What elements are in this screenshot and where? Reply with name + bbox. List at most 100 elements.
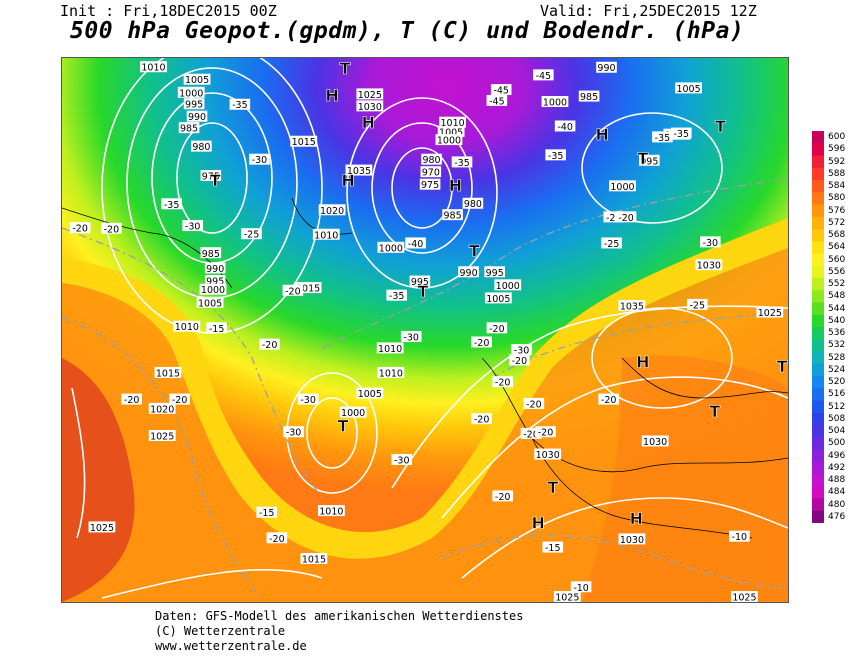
pressure-label-bg	[439, 116, 466, 128]
pressure-label: 1020	[320, 206, 344, 217]
temp-label: -20	[104, 224, 120, 235]
pressure-label: 1025	[732, 593, 756, 602]
pressure-label-bg	[553, 591, 581, 602]
low-pressure-center: T	[417, 282, 428, 301]
pressure-label-bg	[494, 279, 522, 291]
pressure-label: 980	[192, 142, 210, 153]
high-pressure-center: H	[449, 176, 462, 195]
temp-label: -20	[618, 213, 634, 224]
weather-map: 1010 1005 1000 995 990 985 980 975 985 990 995 1000…	[61, 57, 789, 603]
temp-label: -15	[209, 324, 225, 335]
pressure-label: 975	[421, 180, 439, 191]
low-pressure-center: T	[715, 117, 726, 136]
temp-label-bg	[601, 237, 622, 249]
pressure-label: 1015	[156, 368, 180, 379]
high-pressure-center: H	[325, 86, 338, 105]
colorbar-tick-label: 504	[828, 426, 846, 437]
temp-label: -35	[655, 133, 671, 144]
colorbar-tick-label: 508	[828, 413, 846, 424]
pressure-label-bg	[609, 180, 636, 192]
pressure-label: 1015	[302, 554, 326, 565]
pressure-label: 995	[486, 268, 504, 279]
pressure-label-bg	[756, 306, 784, 318]
pressure-label: 1030	[358, 102, 382, 113]
pressure-label-bg	[377, 241, 405, 253]
colorbar-segment	[812, 400, 824, 414]
temp-label: -40	[408, 239, 424, 250]
temp-label: -30	[252, 155, 268, 166]
pressure-label: 1010	[175, 322, 199, 333]
pressure-label: 1025	[358, 90, 382, 101]
temp-label: -30	[394, 455, 410, 466]
colorbar-segment	[812, 229, 824, 242]
colorbar-tick-label: 544	[828, 303, 846, 314]
pressure-label-bg	[148, 430, 176, 442]
pressure-label-bg	[409, 275, 431, 287]
colorbar-segment	[812, 510, 824, 523]
pressure-label-bg	[618, 533, 646, 545]
temp-label: -35	[232, 100, 248, 111]
pressure-label: 1000	[610, 182, 634, 193]
pressure-label-bg	[154, 366, 182, 378]
high-pressure-center: H	[630, 509, 643, 528]
temp-label: -35	[389, 291, 405, 302]
temp-label-bg	[542, 541, 564, 553]
pressure-label: 990	[597, 63, 615, 74]
pressure-label: 970	[422, 168, 440, 179]
temp-label-bg	[492, 376, 513, 388]
pressure-label: 1005	[185, 75, 209, 86]
pressure-label-bg	[641, 435, 669, 447]
colorbar-tick-label: 512	[828, 401, 846, 412]
pressure-label-bg	[534, 448, 562, 460]
pressure-label-bg	[541, 96, 569, 108]
pressure-label: 1010	[319, 507, 343, 518]
pressure-label: 1035	[620, 302, 644, 313]
temp-label: -30	[300, 395, 316, 406]
temp-label-bg	[161, 198, 182, 210]
temp-label: -10	[732, 532, 748, 543]
pressure-label-bg	[140, 61, 167, 73]
colorbar-segment	[812, 339, 824, 352]
colorbar-tick-label: 488	[828, 475, 846, 486]
pressure-label-bg	[442, 209, 463, 221]
temp-label: -20	[474, 338, 490, 349]
low-pressure-center: T	[547, 478, 558, 497]
colorbar-segment	[812, 486, 824, 499]
pressure-label: 1020	[150, 404, 174, 415]
temp-label-bg	[520, 427, 542, 439]
temp-label: -20	[601, 395, 617, 406]
pressure-label-bg	[484, 292, 512, 304]
temp-label-bg	[283, 426, 304, 438]
pressure-label: 980	[422, 155, 440, 166]
temp-label-bg	[670, 127, 692, 139]
colorbar-tick-label: 584	[828, 181, 846, 192]
temp-label-bg	[266, 532, 288, 544]
colorbar-tick-label: 596	[828, 144, 846, 155]
pressure-label-bg	[675, 82, 702, 94]
pressure-label-bg	[435, 134, 463, 146]
pressure-label: 1010	[141, 63, 165, 74]
pressure-label-bg	[731, 591, 758, 602]
temp-label-bg	[490, 84, 512, 96]
pressure-label-bg	[191, 140, 212, 152]
high-pressure-center: H	[362, 113, 375, 132]
colorbar-tick-label: 548	[828, 291, 846, 302]
temp-label-bg	[256, 506, 278, 518]
pressure-label: 1015	[292, 137, 316, 148]
pressure-label: 1030	[643, 437, 667, 448]
colorbar-tick-label: 540	[828, 315, 846, 326]
temp-label-bg	[169, 393, 190, 405]
colorbar-segment	[812, 314, 824, 328]
temp-label: -20	[474, 415, 490, 426]
pressure-label-bg	[183, 73, 211, 85]
temp-label: -35	[164, 200, 180, 211]
colorbar-tick-label: 556	[828, 266, 846, 277]
pressure-label: 995	[185, 100, 203, 111]
pressure-label: 985	[444, 211, 462, 222]
colorbar-segment	[812, 253, 824, 267]
colorbar-segment	[812, 143, 824, 156]
temp-label-bg	[486, 322, 508, 334]
temp-label-bg	[598, 393, 619, 405]
temp-label-bg	[603, 211, 625, 223]
pressure-label-bg	[300, 552, 328, 564]
